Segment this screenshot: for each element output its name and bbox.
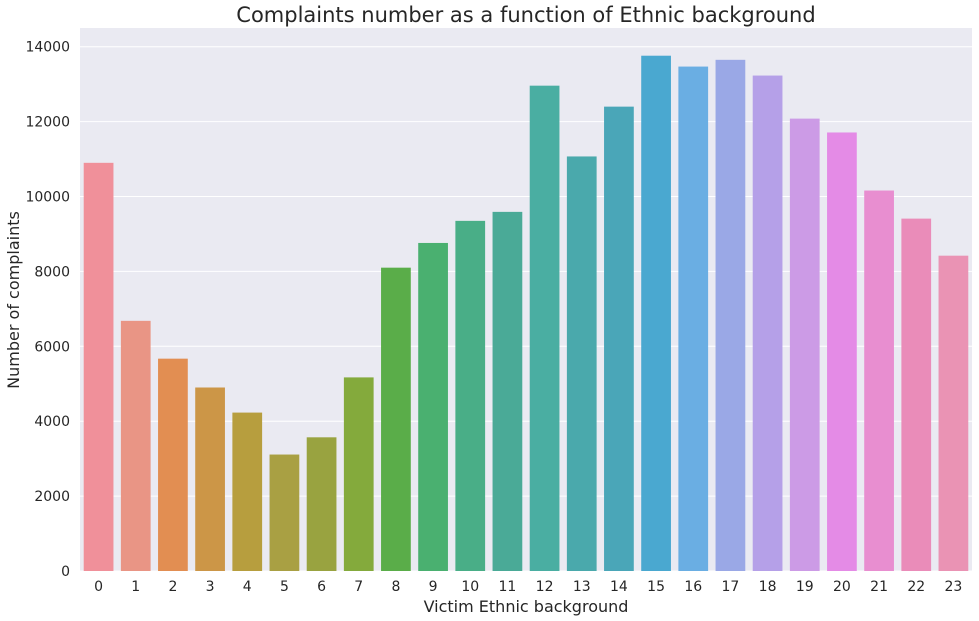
x-tick-label: 18 [759, 579, 777, 595]
y-tick-label: 6000 [34, 339, 70, 355]
x-tick-label: 16 [684, 579, 702, 595]
x-tick-label: 14 [610, 579, 628, 595]
y-tick-label: 2000 [34, 489, 70, 505]
x-tick-label: 2 [168, 579, 177, 595]
x-tick-label: 19 [796, 579, 814, 595]
x-tick-label: 1 [131, 579, 140, 595]
y-tick-label: 14000 [25, 40, 70, 56]
bar-5 [269, 454, 300, 571]
x-tick-label: 5 [280, 579, 289, 595]
chart-title: Complaints number as a function of Ethni… [236, 3, 815, 27]
x-tick-label: 7 [354, 579, 363, 595]
bar-22 [901, 218, 932, 571]
y-tick-label: 4000 [34, 414, 70, 430]
y-tick-label: 8000 [34, 264, 70, 280]
bar-6 [306, 437, 337, 571]
bar-1 [120, 320, 151, 571]
bar-19 [789, 118, 820, 572]
bar-20 [827, 132, 857, 571]
bar-3 [195, 387, 225, 571]
x-tick-label: 8 [391, 579, 400, 595]
bar-14 [604, 106, 634, 571]
x-tick-label: 13 [573, 579, 591, 595]
x-tick-label: 23 [945, 579, 963, 595]
x-tick-label: 3 [206, 579, 215, 595]
y-tick-label: 10000 [25, 190, 70, 206]
x-tick-label: 17 [722, 579, 740, 595]
bar-13 [566, 156, 597, 572]
x-tick-labels: 0 1 2 3 4 5 6 7 8 9 10 11 12 13 14 15 16 17 18 19 20 21 22 23 [94, 579, 962, 595]
x-tick-label: 15 [647, 579, 665, 595]
bar-2 [158, 358, 188, 571]
bar-0 [83, 162, 114, 572]
gridlines [80, 46, 972, 572]
x-tick-label: 4 [243, 579, 252, 595]
bar-7 [343, 377, 374, 571]
x-tick-label: 12 [536, 579, 554, 595]
x-tick-label: 21 [870, 579, 888, 595]
bar-12 [529, 85, 560, 571]
bar-15 [641, 55, 671, 571]
x-tick-label: 6 [317, 579, 326, 595]
bar-4 [232, 412, 263, 571]
plot-background [80, 28, 972, 571]
x-tick-label: 9 [429, 579, 438, 595]
x-axis-label: Victim Ethnic background [424, 597, 629, 616]
x-tick-label: 20 [833, 579, 851, 595]
bar-9 [418, 242, 448, 571]
x-tick-label: 11 [499, 579, 517, 595]
y-tick-labels: 0 2000 4000 6000 8000 10000 12000 14000 [25, 40, 70, 580]
bar-23 [938, 255, 969, 571]
x-tick-label: 0 [94, 579, 103, 595]
bar-16 [678, 66, 709, 572]
y-axis-label: Number of complaints [4, 211, 23, 389]
bar-17 [715, 59, 746, 572]
bar-11 [492, 211, 523, 571]
bar-21 [864, 190, 894, 571]
bar-10 [455, 220, 486, 571]
bars [83, 55, 969, 572]
x-tick-label: 22 [907, 579, 925, 595]
y-tick-label: 0 [61, 564, 70, 580]
bar-8 [381, 267, 411, 571]
y-tick-label: 12000 [25, 115, 70, 131]
bar-18 [752, 75, 783, 571]
x-tick-label: 10 [461, 579, 479, 595]
